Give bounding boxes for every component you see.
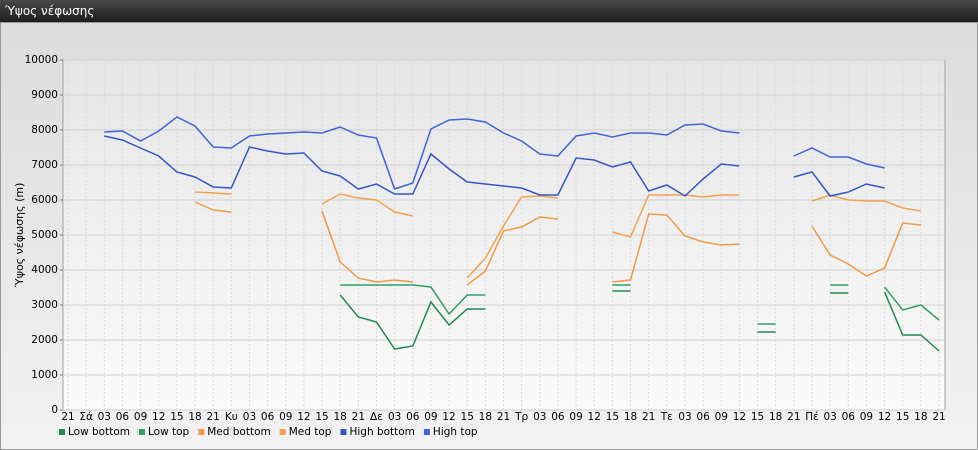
x-tick-label: 03	[823, 411, 836, 423]
window-title: Ύψος νέφωσης	[5, 4, 95, 18]
x-tick-label: 15	[751, 411, 764, 423]
x-tick-label: 09	[860, 411, 873, 423]
legend-label: High top	[433, 426, 478, 438]
x-tick-label: 03	[243, 411, 256, 423]
x-tick-label: 06	[696, 411, 710, 423]
x-tick-label: 12	[588, 411, 601, 423]
legend-swatch	[279, 429, 286, 435]
x-tick-label: 06	[842, 411, 856, 423]
legend-swatch	[340, 429, 347, 435]
x-tick-label: 09	[715, 411, 728, 423]
x-tick-label: 03	[533, 411, 546, 423]
y-axis-title: Ύψος νέφωσης (m)	[13, 183, 26, 289]
legend-label: High bottom	[349, 426, 414, 438]
x-tick-label: 21	[352, 411, 365, 423]
x-tick-label: 18	[769, 411, 782, 423]
x-tick-label: 15	[896, 411, 909, 423]
series-line	[340, 284, 940, 325]
x-tick-label: 06	[551, 411, 565, 423]
x-tick-label: 21	[206, 411, 219, 423]
x-tick-label: 18	[188, 411, 201, 423]
x-tick-label: 06	[116, 411, 130, 423]
x-tick-label: 15	[170, 411, 183, 423]
y-tick-label: 3000	[31, 299, 58, 311]
x-tick-label: 06	[261, 411, 275, 423]
y-tick-label: 5000	[31, 229, 58, 241]
legend-label: Med bottom	[207, 426, 271, 438]
x-tick-label: 12	[152, 411, 165, 423]
y-tick-label: 8000	[31, 124, 58, 136]
series-line	[104, 116, 885, 190]
x-tick-label: 15	[315, 411, 328, 423]
legend-label: Med top	[289, 426, 332, 438]
series-line	[194, 191, 922, 279]
chart: Ύψος νέφωσης (m) 0 1000 2000 3000 4000 5000 60…	[0, 22, 978, 450]
x-tick-label: 21	[932, 411, 945, 423]
series-line	[339, 290, 940, 352]
series-line	[104, 135, 885, 197]
x-tick-label: 12	[297, 411, 310, 423]
x-tick-label: 15	[606, 411, 619, 423]
x-tick-label: 12	[442, 411, 455, 423]
x-tick-label: Κυ	[225, 411, 238, 423]
y-tick-label: 1000	[31, 369, 58, 381]
x-tick-label: 09	[569, 411, 582, 423]
series-line	[194, 201, 921, 286]
x-tick-label: 18	[624, 411, 637, 423]
x-tick-label: 18	[479, 411, 492, 423]
x-tick-label: Πέ	[805, 411, 819, 423]
y-tick-label: 7000	[31, 159, 58, 171]
x-tick-label: Σά	[79, 411, 93, 423]
legend-swatch	[423, 429, 430, 435]
x-tick-label: 12	[878, 411, 891, 423]
x-tick-label: 09	[424, 411, 437, 423]
legend-swatch	[198, 429, 205, 435]
x-tick-label: 21	[642, 411, 655, 423]
x-tick-label: 06	[406, 411, 420, 423]
x-tick-label: 21	[61, 411, 74, 423]
legend-label: Low top	[148, 426, 190, 438]
x-tick-label: 21	[497, 411, 510, 423]
x-tick-label: 09	[279, 411, 292, 423]
x-tick-label: 15	[461, 411, 474, 423]
title-bar: Ύψος νέφωσης	[0, 0, 978, 22]
x-tick-label: 03	[98, 411, 111, 423]
x-tick-label: 03	[388, 411, 401, 423]
x-tick-label: 03	[678, 411, 691, 423]
x-tick-label: 18	[334, 411, 347, 423]
legend-swatch	[59, 429, 65, 435]
y-tick-label: 10000	[25, 54, 58, 66]
y-tick-label: 0	[51, 404, 58, 416]
y-tick-label: 2000	[31, 334, 58, 346]
x-tick-label: Δε	[370, 411, 383, 423]
y-tick-label: 6000	[31, 194, 58, 206]
legend-swatch	[139, 429, 145, 435]
x-tick-label: 18	[914, 411, 927, 423]
x-tick-label: Τε	[660, 411, 673, 423]
x-tick-label: 21	[787, 411, 800, 423]
y-tick-label: 9000	[31, 89, 58, 101]
x-tick-label: 09	[134, 411, 147, 423]
legend-label: Low bottom	[68, 426, 130, 438]
x-tick-label: Τρ	[514, 411, 528, 423]
x-tick-label: 12	[733, 411, 746, 423]
y-tick-label: 4000	[31, 264, 58, 276]
